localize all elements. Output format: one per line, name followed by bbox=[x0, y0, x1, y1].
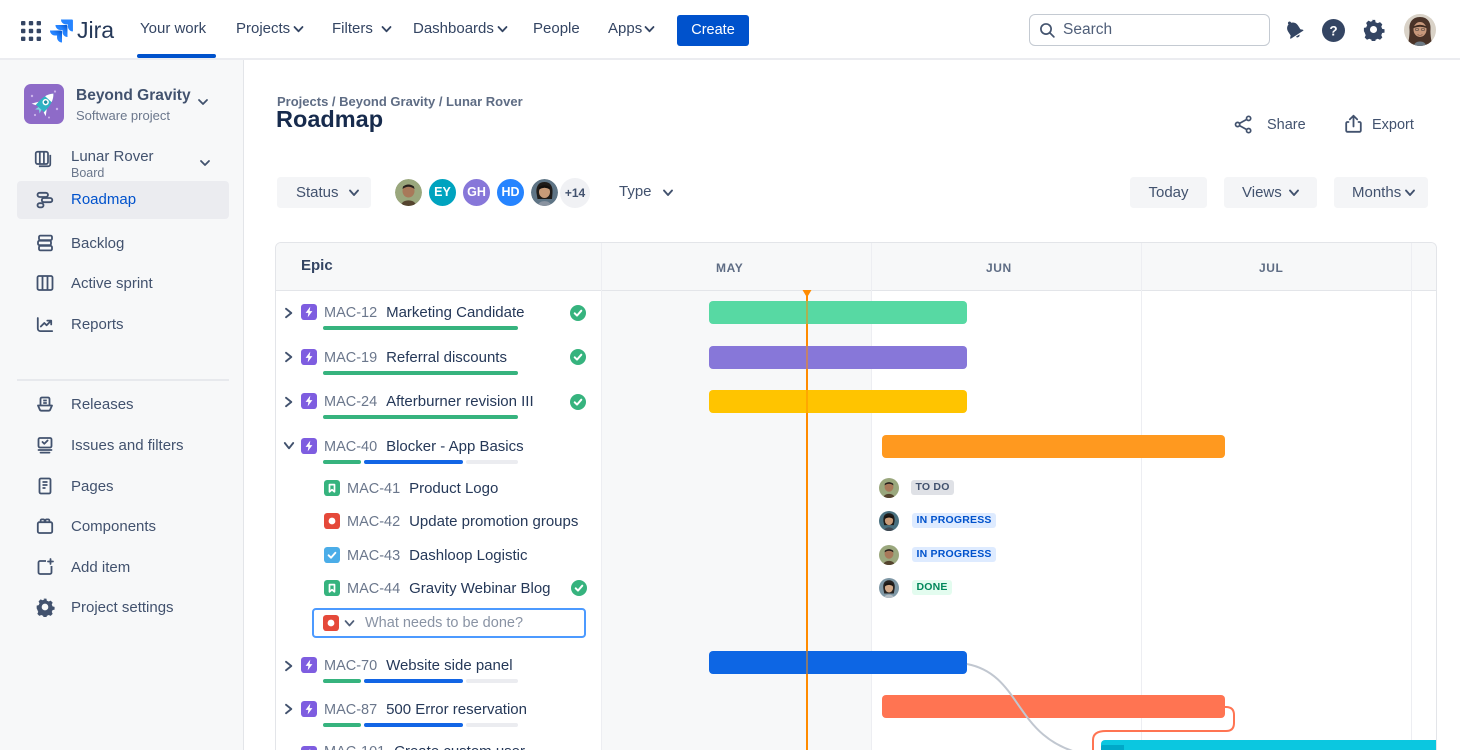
svg-text:?: ? bbox=[1329, 23, 1337, 38]
